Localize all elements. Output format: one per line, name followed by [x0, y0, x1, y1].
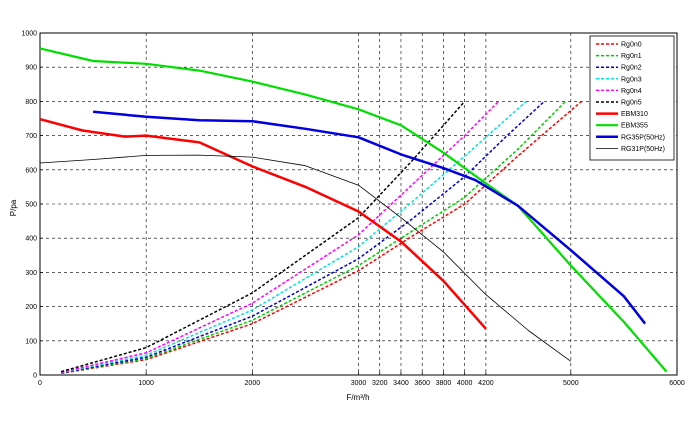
y-tick-label: 1000: [21, 31, 37, 38]
y-axis-label: P/pa: [9, 199, 18, 216]
y-ticks: 0 100 200 300 400 500 600 700 800 900 1000: [21, 31, 43, 380]
series-line-ebm310: [39, 117, 487, 330]
y-tick-label: 300: [25, 270, 37, 277]
x-tick-label: 3400: [393, 380, 409, 387]
legend-label: Rg0n1: [621, 53, 642, 60]
legend-label: Rg0n5: [621, 100, 642, 107]
x-tick-label: 2000: [245, 380, 261, 387]
legend-label: EBM355: [621, 123, 648, 130]
legend-label: EBM310: [621, 111, 648, 118]
x-tick-label: 1000: [138, 380, 154, 387]
y-tick-label: 0: [33, 373, 37, 380]
x-tick-label: 3000: [351, 380, 367, 387]
x-tick-label: 0: [38, 380, 42, 387]
legend-label: RG31P(50Hz): [621, 146, 665, 153]
legend-label: Rg0n0: [621, 42, 642, 49]
legend-box: [589, 35, 675, 161]
y-tick-label: 900: [25, 65, 37, 72]
x-tick-label: 5000: [563, 380, 579, 387]
grid: [40, 33, 677, 375]
y-tick-label: 400: [25, 236, 37, 243]
legend: Rg0n0 Rg0n1 Rg0n2 Rg0n3 Rg0n4 Rg0n5 EBM310 EBM3…: [589, 35, 675, 161]
x-ticks: 0 1000 2000 3000 3200 3400 3600 3800 4000 4200 500…: [38, 372, 685, 387]
legend-label: Rg0n2: [621, 65, 642, 72]
series-line-rg35p-50hz: [92, 110, 647, 325]
series-line-rg31p-50hz: [39, 154, 572, 362]
series-line-ebm355: [39, 47, 668, 373]
series-line-rg0n3: [61, 100, 527, 374]
y-tick-label: 500: [25, 202, 37, 209]
x-axis-label: F/m³/h: [346, 393, 369, 402]
series-group: [39, 47, 668, 375]
y-tick-label: 600: [25, 167, 37, 174]
series-line-rg0n1: [61, 100, 567, 374]
series-line-rg0n2: [61, 100, 545, 374]
legend-label: Rg0n3: [621, 76, 642, 83]
x-tick-label: 3800: [436, 380, 452, 387]
legend-label: Rg0n4: [621, 88, 642, 95]
x-tick-label: 3200: [372, 380, 388, 387]
legend-label: RG35P(50Hz): [621, 134, 665, 141]
series-line-rg0n0: [61, 100, 582, 375]
y-tick-label: 100: [25, 338, 37, 345]
x-tick-label: 4000: [457, 380, 473, 387]
series-line-rg0n5: [60, 100, 466, 373]
y-tick-label: 800: [25, 99, 37, 106]
x-tick-label: 3600: [414, 380, 430, 387]
x-tick-label: 6000: [669, 380, 685, 387]
y-tick-label: 200: [25, 304, 37, 311]
x-tick-label: 4200: [478, 380, 494, 387]
y-tick-label: 700: [25, 133, 37, 140]
series-line-rg0n4: [61, 100, 500, 374]
